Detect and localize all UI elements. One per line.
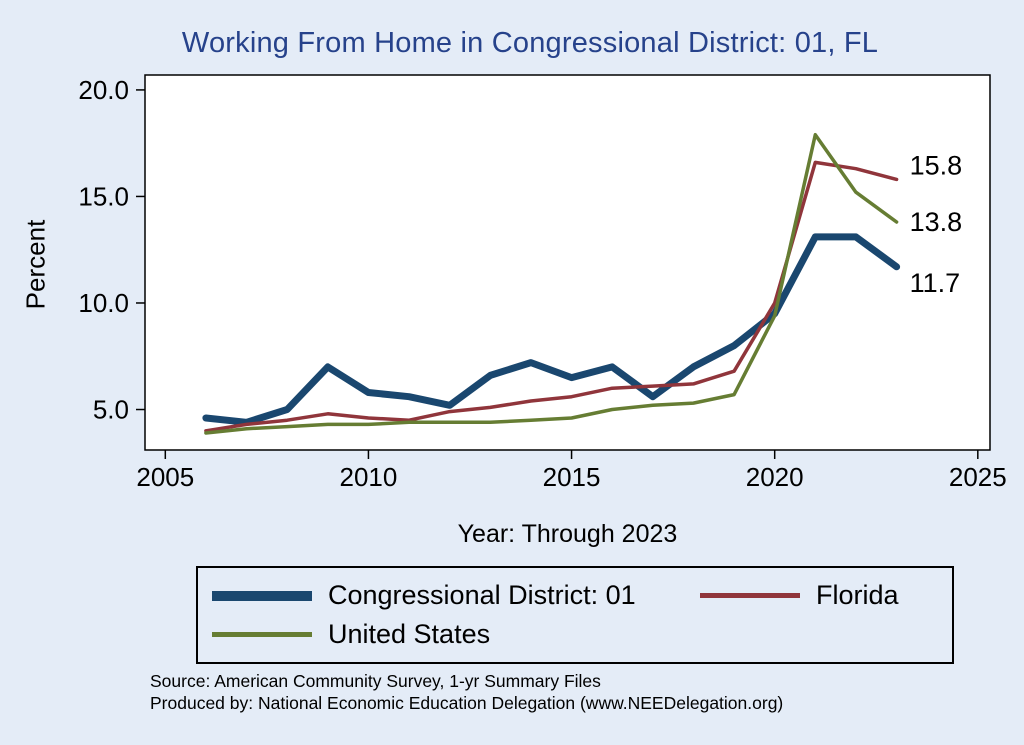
x-axis-label: Year: Through 2023 [457, 520, 678, 548]
legend-item-district: Congressional District: 01 [212, 580, 700, 611]
plot-area [144, 74, 991, 451]
legend-item-florida: Florida [700, 580, 952, 611]
legend-label-florida: Florida [816, 580, 899, 610]
y-tick-label: 15.0 [78, 181, 129, 211]
legend-line-swatch-florida [700, 593, 800, 598]
line-chart: 5.0 10.0 15.0 20.0 2005 2010 2015 2020 2025 11.7 1… [78, 74, 1007, 492]
x-tick-label: 2025 [949, 462, 1007, 492]
end-label-2: 13.8 [910, 207, 963, 237]
x-tick-label: 2015 [543, 462, 601, 492]
legend-label-district: Congressional District: 01 [328, 580, 636, 610]
legend: Congressional District: 01 Florida Unite… [196, 566, 954, 664]
series-line-2 [204, 132, 899, 435]
x-tick-label: 2005 [136, 462, 194, 492]
x-tick-label: 2010 [340, 462, 398, 492]
chart-title: Working From Home in Congressional Distr… [181, 27, 879, 59]
end-label-0: 11.7 [910, 268, 961, 298]
produced-by-line: Produced by: National Economic Education… [150, 693, 784, 714]
y-tick-label: 20.0 [78, 75, 129, 105]
y-tick-label: 10.0 [78, 288, 129, 318]
source-line: Source: American Community Survey, 1-yr … [150, 671, 601, 691]
legend-label-us: United States [328, 619, 491, 649]
end-label-1: 15.8 [910, 150, 963, 180]
source-notes: Source: American Community Survey, 1-yr … [150, 670, 783, 715]
y-axis-label: Percent [20, 219, 51, 310]
y-tick-label: 5.0 [93, 395, 129, 425]
legend-line-swatch-us [212, 632, 312, 637]
series-line-0 [202, 233, 901, 426]
x-tick-label: 2020 [746, 462, 804, 492]
legend-item-us: United States [212, 619, 700, 650]
legend-line-swatch-district [212, 590, 312, 601]
